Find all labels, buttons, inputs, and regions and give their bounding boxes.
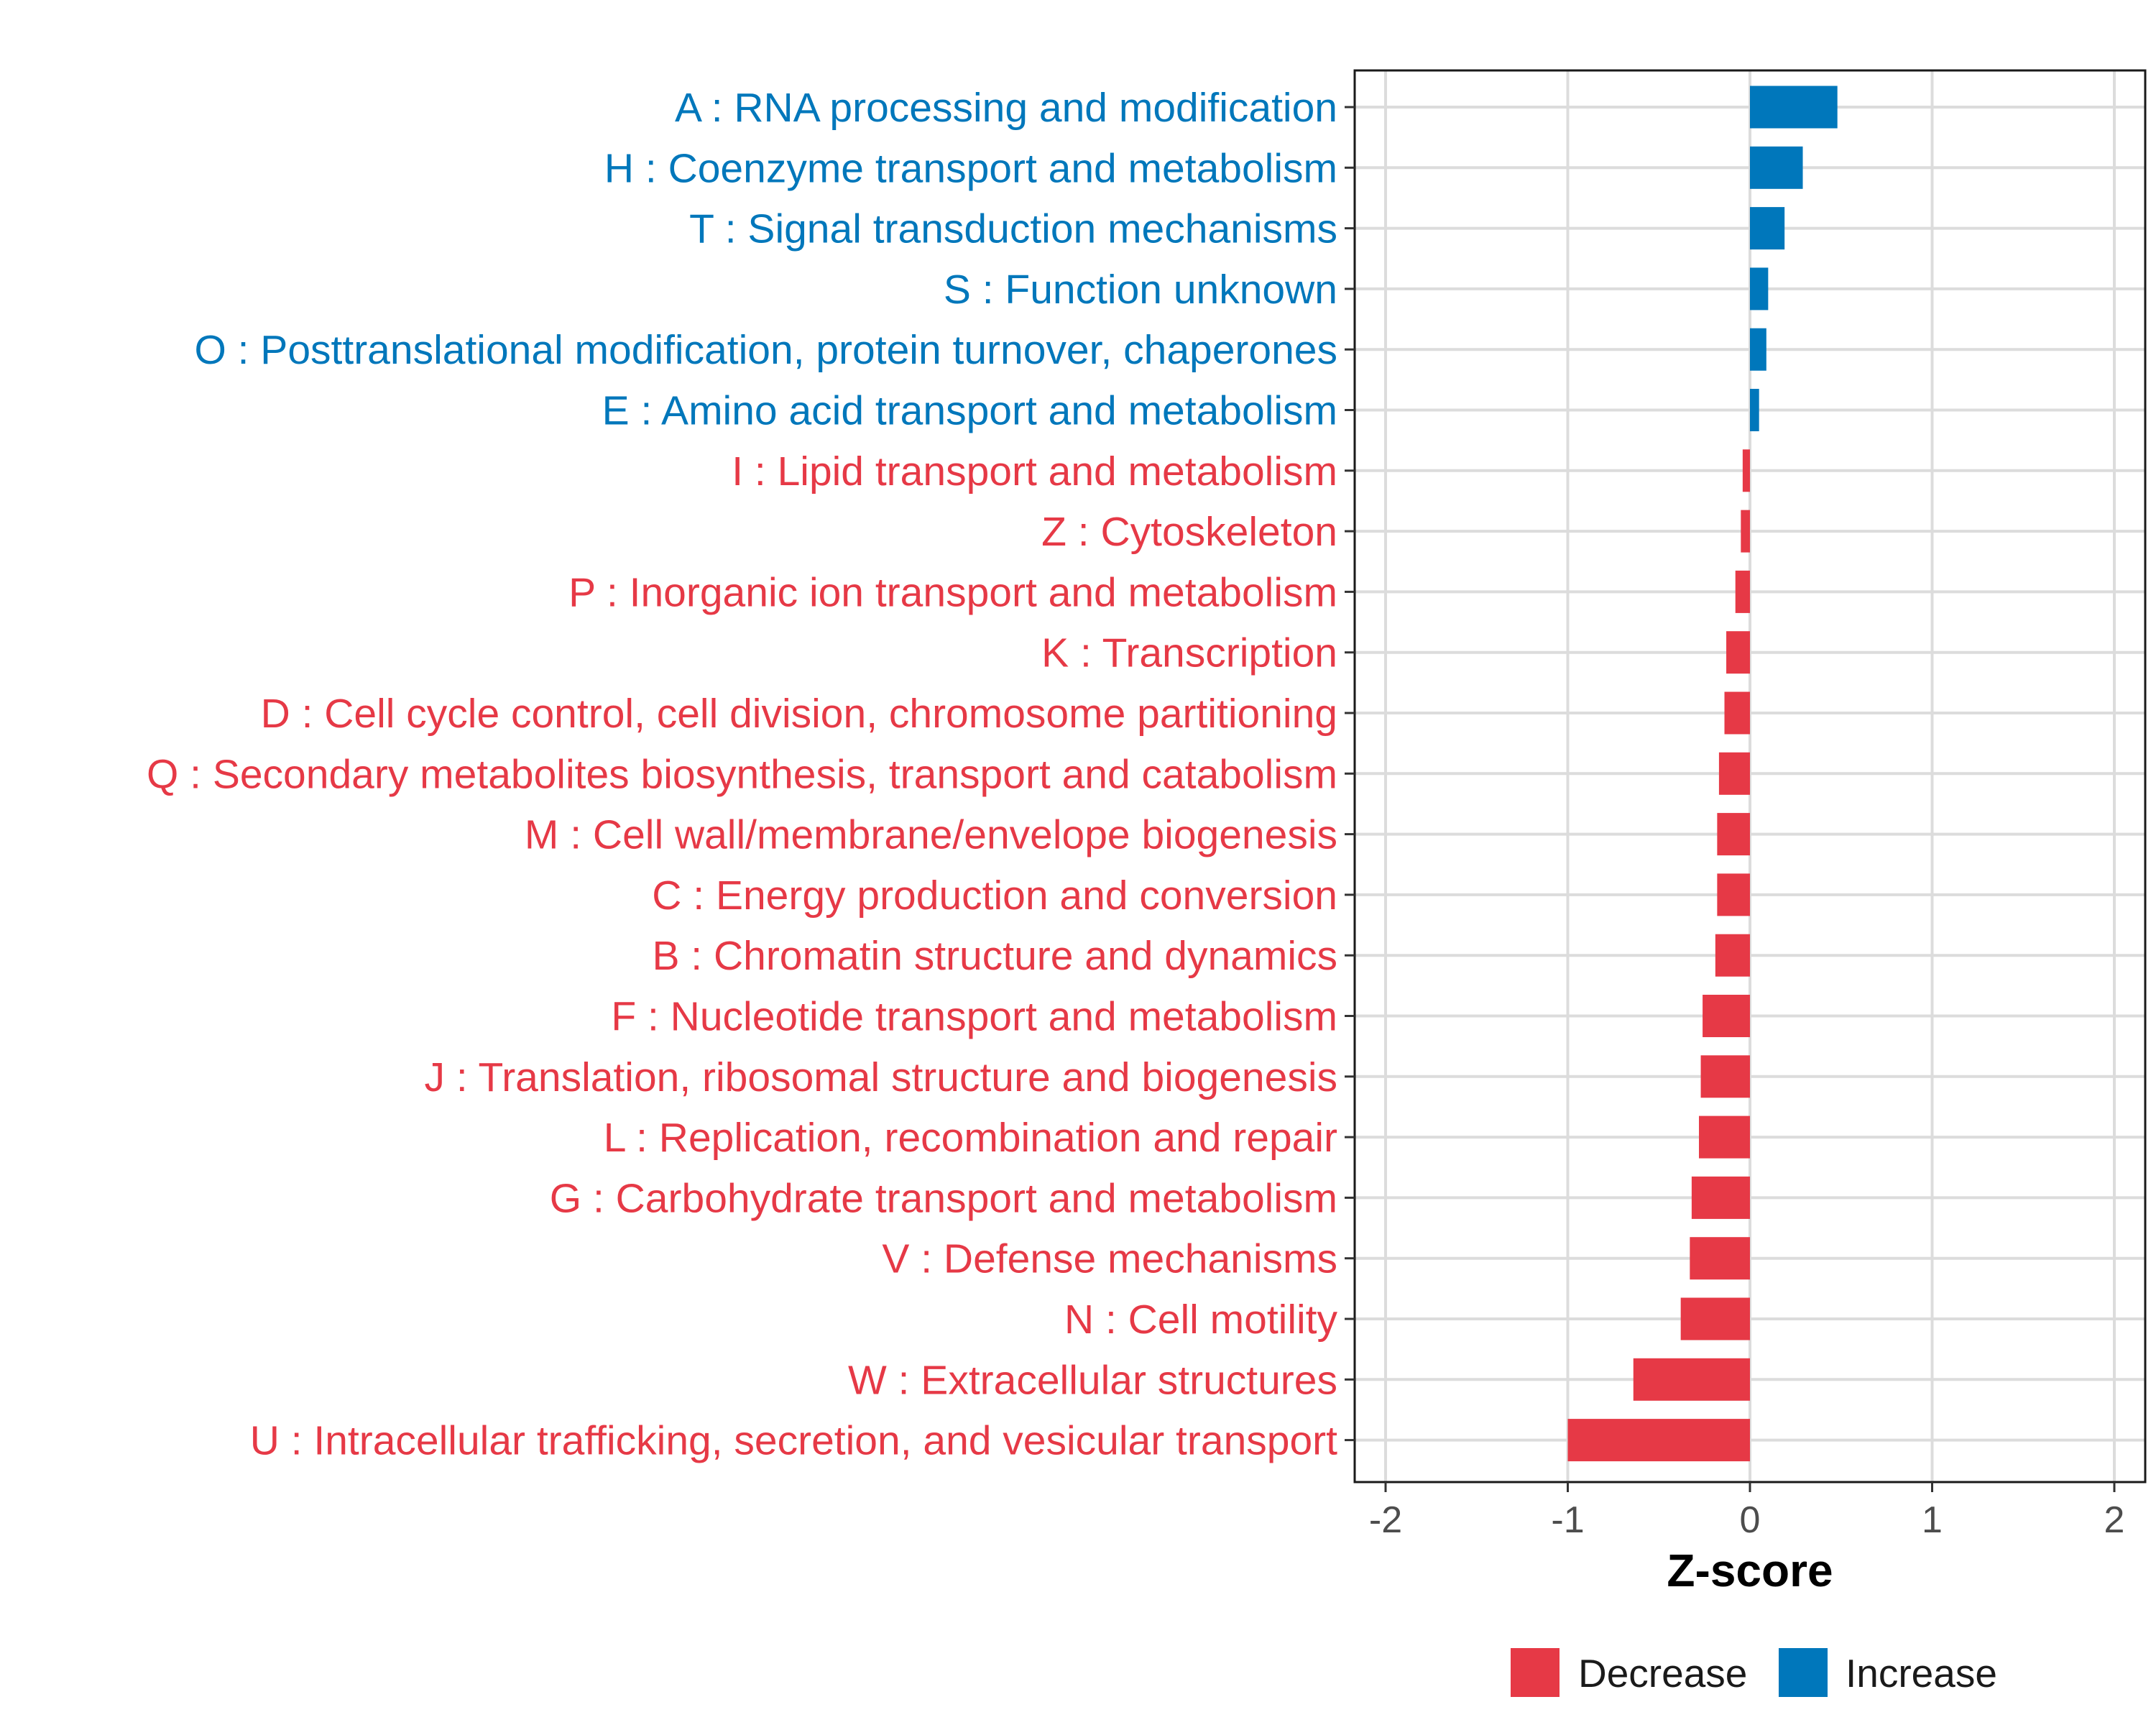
y-axis: A : RNA processing and modification H : C… (147, 85, 1355, 1464)
bar (1717, 873, 1750, 916)
category-label: H : Coenzyme transport and metabolism (604, 145, 1337, 191)
category-label: V : Defense mechanisms (882, 1236, 1337, 1282)
category-label: Z : Cytoskeleton (1041, 509, 1337, 555)
category-label: O : Posttranslational modification, prot… (194, 327, 1337, 373)
bar (1742, 449, 1750, 492)
category-label: E : Amino acid transport and metabolism (602, 388, 1337, 434)
bar (1717, 813, 1750, 856)
bar (1735, 570, 1750, 613)
bar (1703, 995, 1750, 1037)
x-tick-label: 2 (2104, 1499, 2125, 1541)
bar (1715, 934, 1750, 977)
category-label: K : Transcription (1041, 630, 1337, 676)
category-label: B : Chromatin structure and dynamics (652, 933, 1337, 979)
x-tick-label: 0 (1740, 1499, 1761, 1541)
category-label: W : Extracellular structures (848, 1357, 1337, 1403)
bars (1567, 86, 1838, 1462)
x-axis-title: Z-score (1667, 1545, 1833, 1596)
category-label: N : Cell motility (1064, 1297, 1338, 1343)
category-label: C : Energy production and conversion (652, 873, 1337, 919)
bar (1680, 1297, 1750, 1340)
category-label: T : Signal transduction mechanisms (689, 206, 1337, 252)
x-tick-label: -2 (1369, 1499, 1402, 1541)
legend-swatch (1779, 1648, 1828, 1697)
category-label: G : Carbohydrate transport and metabolis… (550, 1175, 1337, 1221)
bar (1750, 146, 1803, 189)
legend-swatch (1511, 1648, 1560, 1697)
category-label: Q : Secondary metabolites biosynthesis, … (147, 751, 1337, 797)
bar (1700, 1055, 1750, 1098)
bar (1699, 1116, 1750, 1159)
legend-label: Decrease (1578, 1651, 1747, 1696)
x-tick-label: 1 (1922, 1499, 1943, 1541)
bar (1750, 267, 1769, 310)
bar (1690, 1237, 1750, 1280)
category-label: F : Nucleotide transport and metabolism (611, 994, 1337, 1040)
category-label: I : Lipid transport and metabolism (732, 448, 1337, 494)
bar (1724, 691, 1750, 735)
category-label: S : Function unknown (944, 267, 1337, 313)
category-label: A : RNA processing and modification (675, 85, 1337, 131)
category-label: M : Cell wall/membrane/envelope biogenes… (525, 812, 1337, 858)
category-label: P : Inorganic ion transport and metaboli… (568, 569, 1337, 615)
bar (1567, 1419, 1750, 1462)
category-label: U : Intracellular trafficking, secretion… (250, 1418, 1337, 1464)
x-axis: -2 -1 0 1 2 (1369, 1482, 2125, 1541)
category-label: D : Cell cycle control, cell division, c… (261, 691, 1337, 737)
bar (1718, 752, 1750, 795)
category-label: L : Replication, recombination and repai… (604, 1115, 1337, 1161)
bar (1750, 207, 1785, 250)
bar (1741, 510, 1750, 553)
bar (1750, 328, 1766, 371)
legend-label: Increase (1846, 1651, 1997, 1696)
bar (1726, 631, 1750, 674)
x-tick-label: -1 (1551, 1499, 1584, 1541)
bar (1691, 1176, 1750, 1219)
bar (1750, 86, 1838, 129)
legend: Decrease Increase (1511, 1648, 1997, 1697)
bar (1633, 1358, 1750, 1401)
bar (1750, 389, 1759, 431)
category-label: J : Translation, ribosomal structure and… (425, 1054, 1337, 1100)
